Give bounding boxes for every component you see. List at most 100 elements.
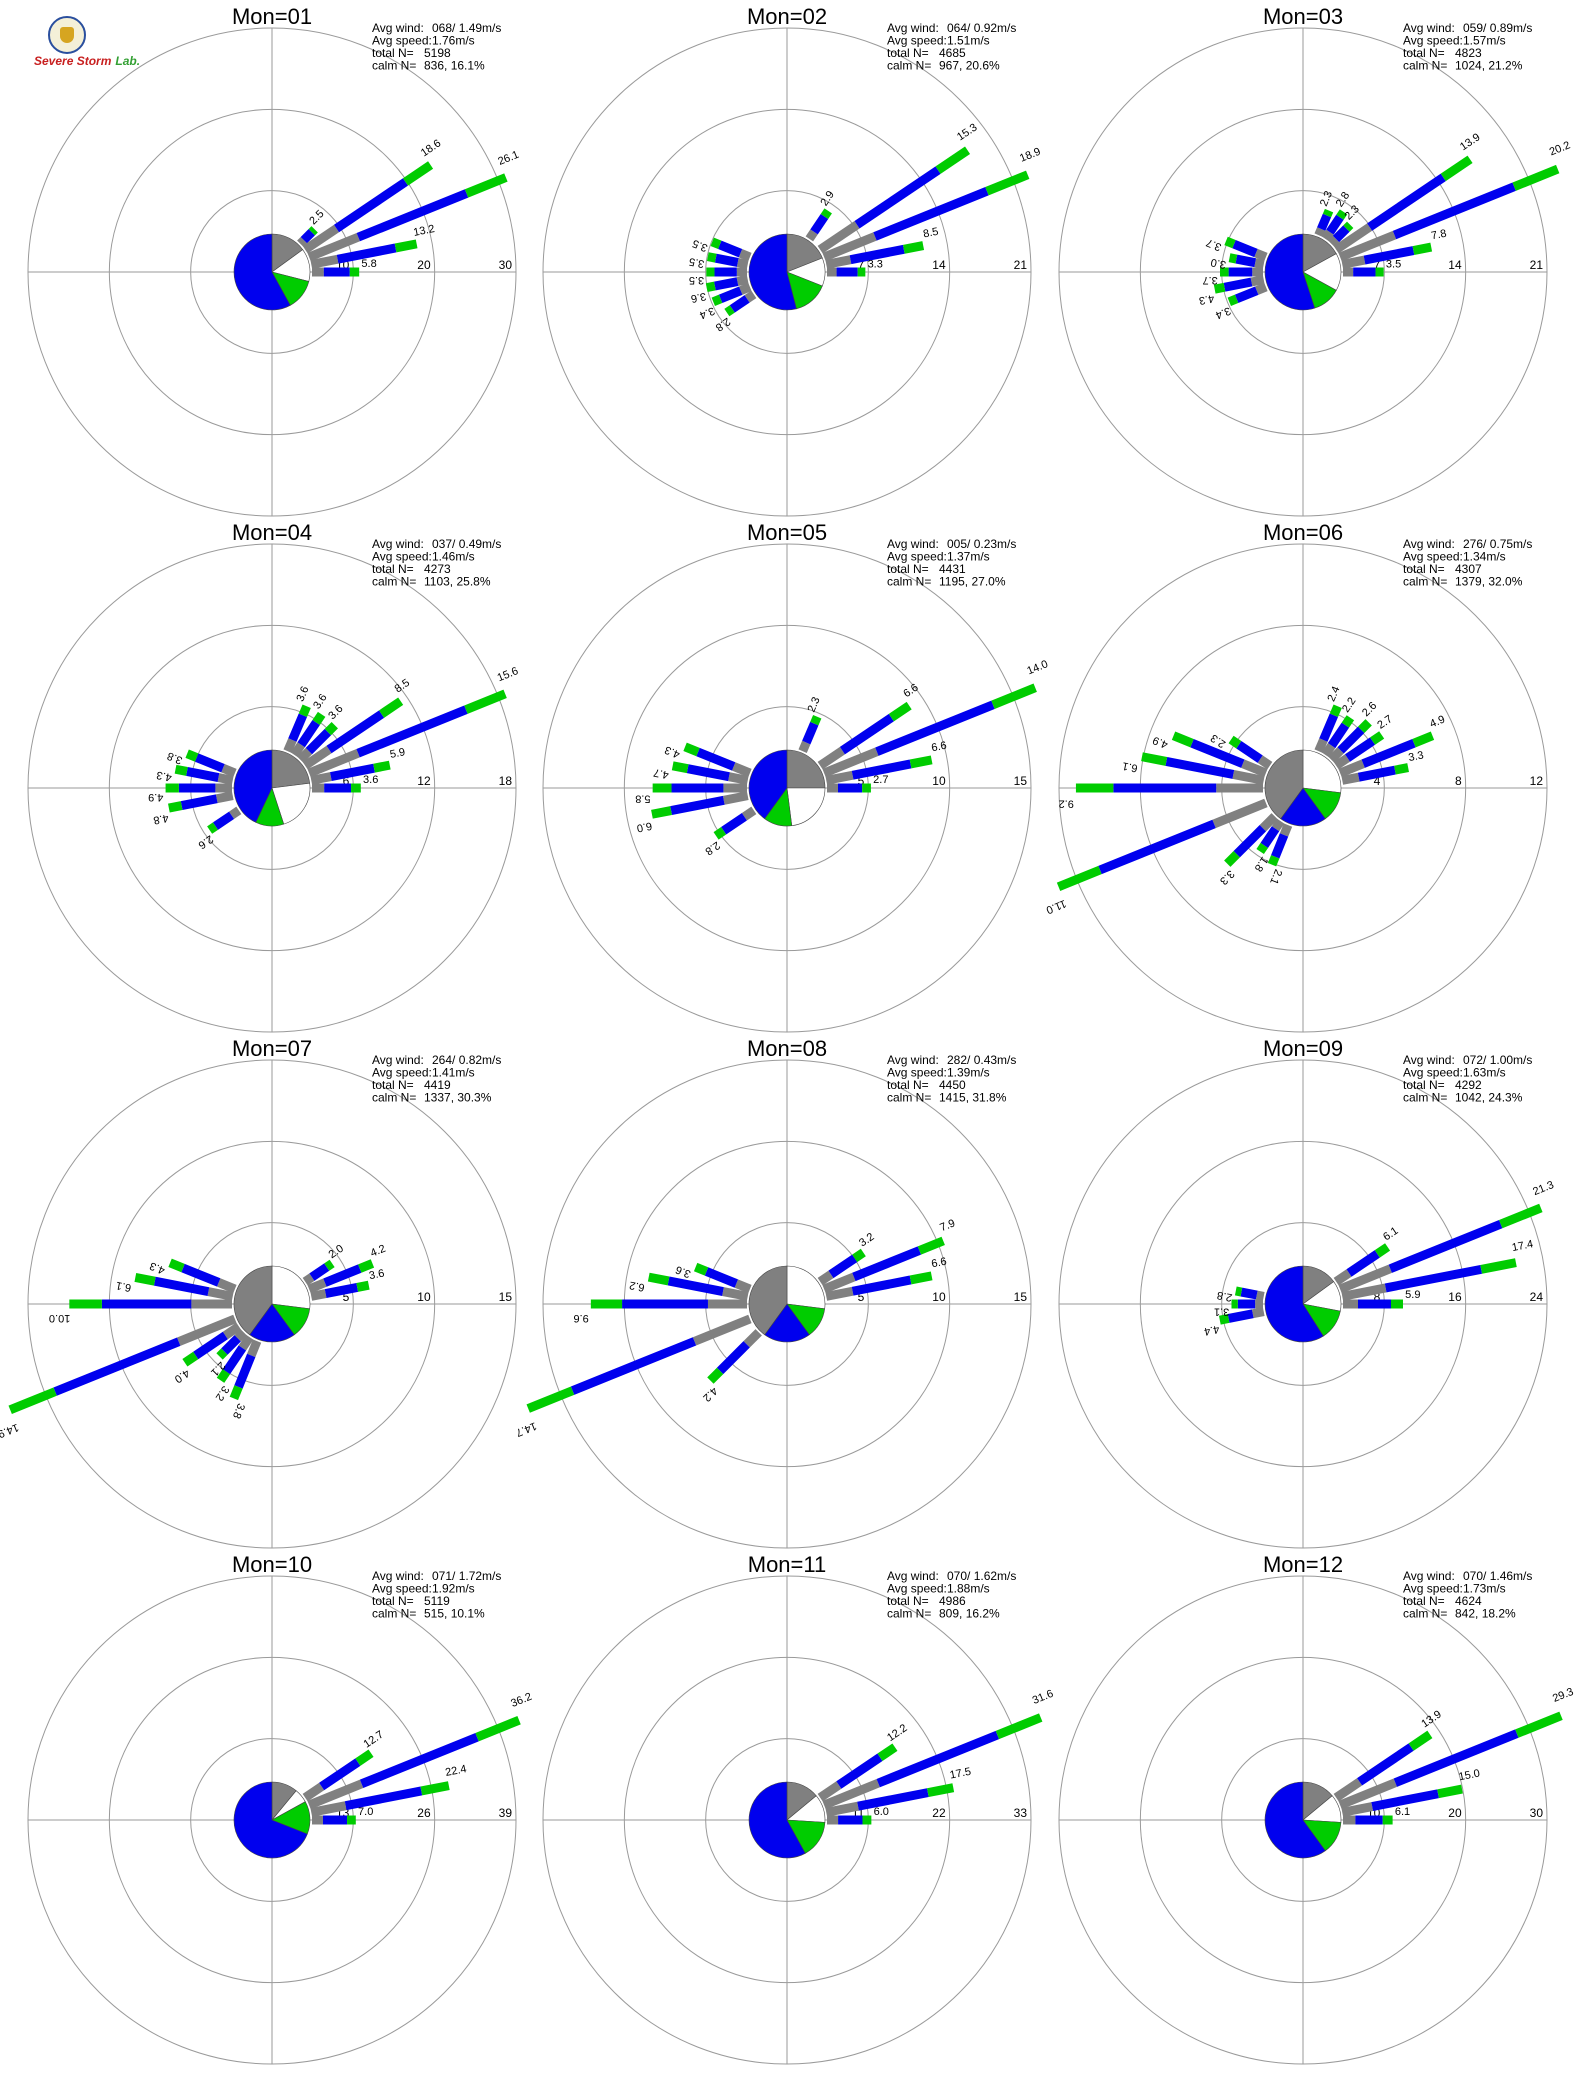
wind-bar-label: 3.8 xyxy=(166,749,185,766)
wind-bar-segment xyxy=(736,258,749,269)
info-label: calm N= xyxy=(887,59,931,73)
wind-bar-segment xyxy=(310,1801,347,1817)
info-value: 1024, 21.2% xyxy=(1455,59,1523,73)
wind-bar-segment xyxy=(1371,1789,1439,1811)
wind-bar-segment xyxy=(1234,286,1259,303)
info-label: Avg wind: xyxy=(887,1569,939,1583)
info-label: calm N= xyxy=(887,1091,931,1105)
wind-bar-segment xyxy=(333,178,409,233)
wind-bar-segment xyxy=(195,753,225,773)
info-value: 1.34m/s xyxy=(1463,550,1506,564)
wind-bar-segment xyxy=(1440,155,1473,182)
wind-bar-segment xyxy=(207,822,218,834)
calm-pie-slice xyxy=(764,1303,810,1343)
wind-bar-segment xyxy=(817,1270,834,1286)
wind-bar-segment xyxy=(193,1331,228,1360)
info-label: Avg speed: xyxy=(372,1066,432,1080)
wind-bar-segment xyxy=(1374,1243,1391,1258)
wind-bar-segment xyxy=(876,1730,1000,1788)
wind-bar-segment xyxy=(683,742,700,757)
wind-bar-label: 2.6 xyxy=(196,833,215,852)
wind-bar-label: 2.0 xyxy=(327,1243,346,1262)
wind-bar-segment xyxy=(181,1263,221,1287)
wind-bar-segment xyxy=(174,764,188,776)
wind-bar-label: 15.3 xyxy=(955,121,979,143)
info-label: calm N= xyxy=(1403,575,1447,589)
calm-pie-slice xyxy=(271,1265,311,1310)
wind-bar-segment xyxy=(909,755,933,769)
wind-bar-label: 2.3 xyxy=(806,695,823,714)
wind-bar-label: 4.7 xyxy=(653,766,670,781)
ring-tick-label: 5 xyxy=(343,1290,350,1304)
wind-bar-segment xyxy=(1326,214,1344,235)
ring-tick-label: 6 xyxy=(343,774,350,788)
wind-bar-segment xyxy=(168,1258,185,1273)
info-label: Avg wind: xyxy=(887,537,939,551)
info-value: 4307 xyxy=(1455,562,1482,576)
info-label: calm N= xyxy=(1403,1607,1447,1621)
wind-bar-segment xyxy=(828,1254,858,1279)
ring-tick-label: 33 xyxy=(1014,1806,1028,1820)
wind-bar-segment xyxy=(985,170,1030,196)
info-label: total N= xyxy=(887,1078,929,1092)
wind-bar-label: 5.9 xyxy=(1405,1289,1420,1301)
wind-bar-segment xyxy=(298,704,311,718)
wind-bar-segment xyxy=(825,1801,859,1817)
info-label: Avg wind: xyxy=(1403,21,1455,35)
wind-bar-label: 3.3 xyxy=(1217,867,1236,886)
info-label: calm N= xyxy=(1403,59,1447,73)
wind-bar-segment xyxy=(1056,865,1102,891)
wind-bar-segment xyxy=(1412,242,1433,255)
wind-bar-segment xyxy=(825,255,852,269)
calm-pie-slice xyxy=(748,1781,806,1859)
wind-bar-label: 17.5 xyxy=(949,1766,972,1782)
wind-bar-segment xyxy=(1260,826,1280,848)
calm-pie-slice xyxy=(748,1265,788,1336)
ring-tick-label: 15 xyxy=(1014,1290,1028,1304)
wind-bar-label: 3.7 xyxy=(1202,274,1217,286)
wind-bar-segment xyxy=(1235,254,1257,268)
wind-bar-segment xyxy=(798,740,811,753)
wind-bar-label: 5.8 xyxy=(635,793,650,805)
ring-tick-label: 5 xyxy=(858,774,865,788)
panel-title: Mon=12 xyxy=(1263,1552,1343,1577)
wind-bar-segment xyxy=(693,1262,709,1276)
wind-bar-label: 3.0 xyxy=(1210,256,1227,271)
info-label: Avg wind: xyxy=(372,537,424,551)
ring-tick-label: 26 xyxy=(417,1806,431,1820)
info-label: Avg wind: xyxy=(1403,537,1455,551)
panel-title: Mon=10 xyxy=(232,1552,312,1577)
wind-bar-segment xyxy=(324,1259,335,1271)
wind-bar-segment xyxy=(1098,819,1216,875)
wind-bar-segment xyxy=(817,746,845,770)
wind-bar-segment xyxy=(302,1782,325,1802)
wind-bar-label: 3.5 xyxy=(688,255,705,270)
wind-bar-label: 4.3 xyxy=(1198,292,1215,307)
wind-bar-segment xyxy=(526,1386,575,1413)
calm-pie-slice xyxy=(271,782,311,825)
wind-bar-segment xyxy=(1357,765,1396,782)
ring-tick-label: 7 xyxy=(858,258,865,272)
info-label: total N= xyxy=(372,46,414,60)
wind-bar-segment xyxy=(310,1289,327,1301)
wind-bar-segment xyxy=(857,1788,929,1811)
info-label: total N= xyxy=(887,46,929,60)
seal-icon xyxy=(48,16,86,54)
wind-bar-segment xyxy=(215,791,234,804)
wind-bar-segment xyxy=(1271,833,1289,859)
wind-bar-segment xyxy=(302,1273,315,1286)
panel-title: Mon=08 xyxy=(747,1036,827,1061)
wind-bar-segment xyxy=(822,747,879,778)
wind-bar-segment xyxy=(1255,282,1268,295)
wind-bar-segment xyxy=(1271,818,1285,832)
info-label: Avg speed: xyxy=(1403,34,1463,48)
wind-bar-label: 20.2 xyxy=(1548,139,1572,158)
severe-storm-lab-logo: Severe Storm Lab. xyxy=(30,14,140,84)
wind-bar-label: 2.4 xyxy=(1326,685,1343,704)
info-value: 1.51m/s xyxy=(947,34,990,48)
wind-bar-segment xyxy=(216,1369,231,1383)
wind-bar-segment xyxy=(1236,740,1263,763)
info-value: 1.76m/s xyxy=(432,34,475,48)
wind-bar-label: 14.9 xyxy=(0,1421,20,1440)
wind-bar-segment xyxy=(186,767,220,783)
